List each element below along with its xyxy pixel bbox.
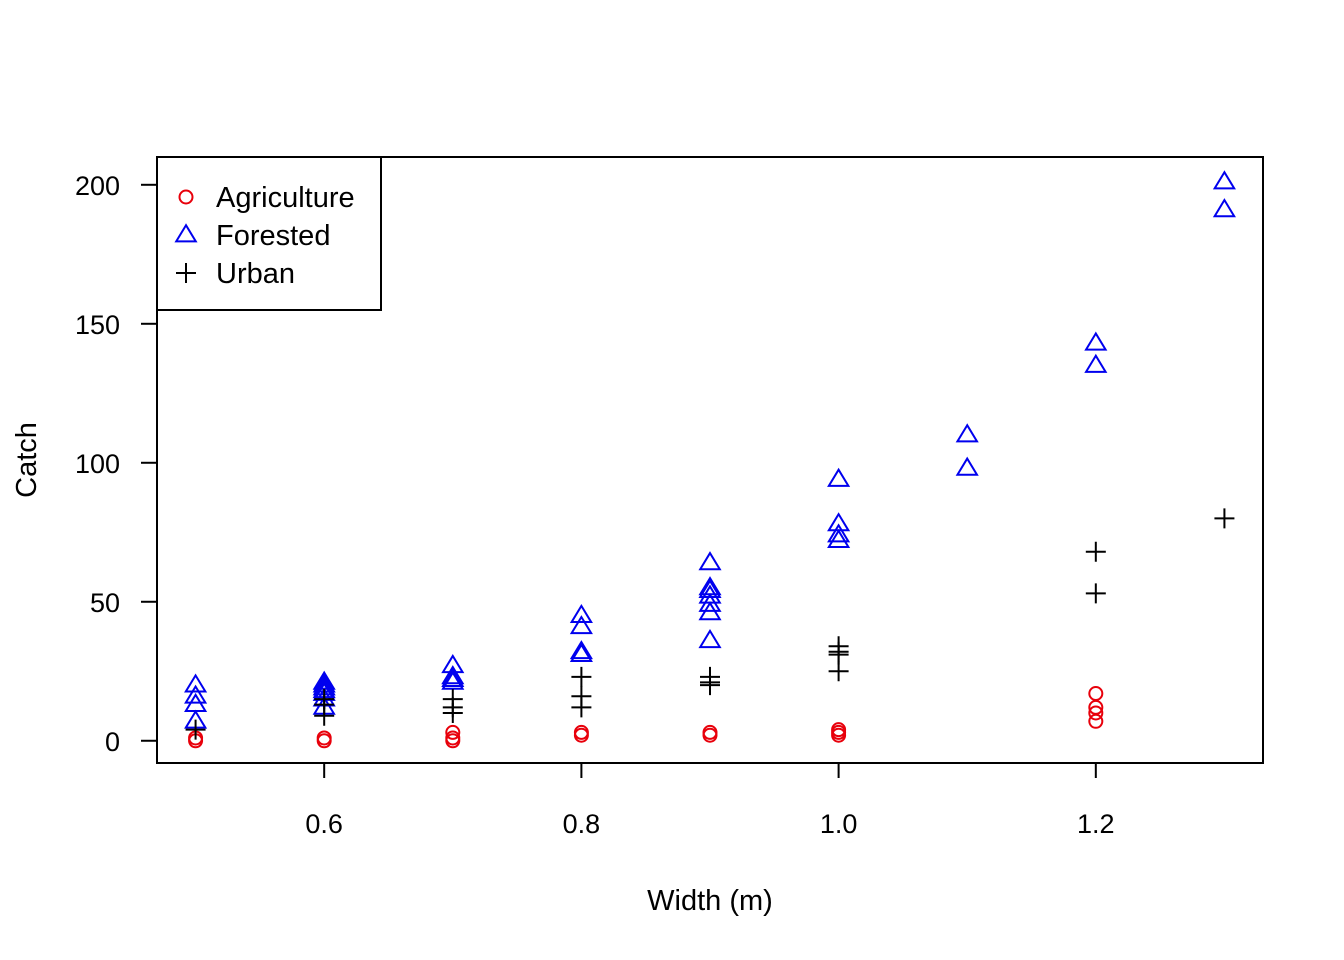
urban-point xyxy=(828,636,849,657)
agriculture-point xyxy=(1088,686,1104,702)
forested-point xyxy=(569,642,593,662)
forested-point xyxy=(827,512,851,532)
y-tick-label: 50 xyxy=(90,588,120,618)
urban-point xyxy=(1085,541,1106,562)
y-tick-label: 0 xyxy=(105,727,120,757)
agriculture-point xyxy=(702,724,718,740)
x-tick-label: 0.6 xyxy=(305,809,343,839)
forested-point xyxy=(955,456,979,476)
x-tick-label: 1.0 xyxy=(820,809,858,839)
x-axis: 0.6 0.8 1.0 1.2 xyxy=(305,762,1115,839)
urban-point xyxy=(571,666,592,687)
forested-point xyxy=(827,528,851,548)
forested-point xyxy=(569,615,593,635)
urban-point xyxy=(1214,508,1235,529)
urban-point xyxy=(185,719,206,740)
y-tick-label: 100 xyxy=(75,449,120,479)
forested-point xyxy=(827,467,851,487)
forested-point xyxy=(1212,198,1236,218)
y-tick-label: 150 xyxy=(75,310,120,340)
forested-point xyxy=(184,673,208,693)
series-urban xyxy=(185,508,1235,740)
y-axis-label: Catch xyxy=(11,422,43,498)
legend-urban-marker xyxy=(176,263,196,283)
x-tick-label: 1.2 xyxy=(1077,809,1115,839)
legend-forested-marker xyxy=(174,223,198,243)
y-axis: 0 50 100 150 200 xyxy=(75,171,158,757)
urban-point xyxy=(442,689,463,710)
forested-point xyxy=(698,576,722,596)
forested-point xyxy=(698,628,722,649)
x-axis-label: Width (m) xyxy=(647,885,773,917)
urban-point xyxy=(1085,583,1106,604)
forested-point xyxy=(569,640,593,660)
urban-point xyxy=(828,661,849,682)
legend-box xyxy=(156,156,382,311)
forested-point xyxy=(441,670,465,690)
forested-point xyxy=(184,684,208,704)
forested-point xyxy=(1212,170,1236,190)
legend: Agriculture Forested Urban xyxy=(156,156,382,311)
legend-forested-label: Forested xyxy=(216,220,330,252)
data-points xyxy=(184,170,1236,749)
agriculture-point xyxy=(316,730,332,746)
x-tick-label: 0.8 xyxy=(563,809,601,839)
forested-point xyxy=(441,667,465,687)
forested-point xyxy=(698,578,722,599)
forested-point xyxy=(955,423,979,443)
legend-agriculture-marker xyxy=(178,189,194,205)
agriculture-point xyxy=(1088,705,1104,721)
forested-point xyxy=(1084,331,1108,351)
forested-point xyxy=(441,665,465,685)
urban-point xyxy=(314,689,335,710)
legend-urban-label: Urban xyxy=(216,258,295,290)
forested-point xyxy=(698,551,722,571)
forested-point xyxy=(312,670,336,690)
urban-point xyxy=(700,666,720,687)
agriculture-point xyxy=(831,722,847,738)
legend-agriculture-label: Agriculture xyxy=(216,182,355,214)
series-agriculture xyxy=(188,686,1104,749)
forested-point xyxy=(827,523,851,543)
agriculture-point xyxy=(445,724,461,740)
urban-point xyxy=(571,686,592,707)
forested-point xyxy=(441,654,465,674)
agriculture-point xyxy=(445,730,461,746)
forested-point xyxy=(1084,353,1108,373)
forested-point xyxy=(569,603,593,624)
agriculture-point xyxy=(573,724,589,740)
y-tick-label: 200 xyxy=(75,171,120,201)
